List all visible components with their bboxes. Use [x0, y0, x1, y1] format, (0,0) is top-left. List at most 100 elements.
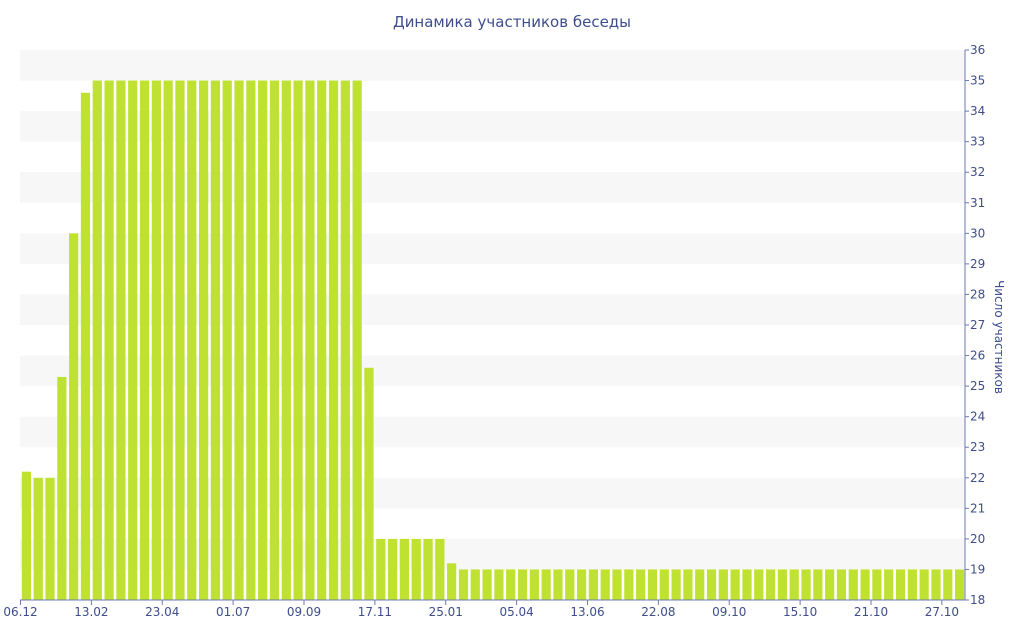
bar[interactable]	[364, 367, 374, 600]
bar[interactable]	[92, 80, 102, 601]
bar[interactable]	[423, 538, 433, 600]
bar[interactable]	[895, 569, 906, 600]
bar[interactable]	[21, 471, 32, 600]
bar[interactable]	[104, 80, 114, 601]
bar[interactable]	[907, 569, 917, 600]
bar[interactable]	[612, 569, 622, 600]
bar[interactable]	[730, 569, 740, 600]
bar[interactable]	[57, 376, 67, 600]
bar[interactable]	[293, 80, 303, 601]
bar[interactable]	[399, 538, 410, 600]
bar[interactable]	[328, 80, 339, 601]
bar[interactable]	[872, 569, 882, 600]
x-tick-label: 09.10	[712, 605, 746, 619]
bar[interactable]	[683, 569, 693, 600]
bar[interactable]	[624, 569, 634, 600]
bar[interactable]	[234, 80, 244, 601]
bar[interactable]	[825, 569, 835, 600]
grid-band	[20, 111, 965, 142]
bar[interactable]	[198, 80, 209, 601]
bar[interactable]	[706, 569, 717, 600]
bar[interactable]	[175, 80, 185, 601]
bar[interactable]	[777, 569, 788, 600]
grid-band	[20, 294, 965, 325]
x-tick-label: 22.08	[641, 605, 675, 619]
bar[interactable]	[695, 569, 705, 600]
bar[interactable]	[45, 477, 55, 600]
bar[interactable]	[754, 569, 764, 600]
bar[interactable]	[163, 80, 173, 601]
bar[interactable]	[636, 569, 646, 600]
bar[interactable]	[789, 569, 799, 600]
bar[interactable]	[565, 569, 575, 600]
bar[interactable]	[836, 569, 847, 600]
bar[interactable]	[801, 569, 811, 600]
bar[interactable]	[671, 569, 681, 600]
bar[interactable]	[317, 80, 327, 601]
y-tick-label: 28	[970, 287, 985, 301]
bar[interactable]	[376, 538, 386, 600]
bar[interactable]	[659, 569, 669, 600]
bar[interactable]	[69, 233, 79, 601]
bar[interactable]	[931, 569, 941, 600]
bar[interactable]	[305, 80, 315, 601]
bar[interactable]	[80, 92, 91, 601]
bar[interactable]	[470, 569, 480, 600]
bar[interactable]	[222, 80, 232, 601]
grid-band	[20, 172, 965, 203]
bar[interactable]	[742, 569, 752, 600]
bar[interactable]	[340, 80, 350, 601]
bar[interactable]	[718, 569, 728, 600]
bar[interactable]	[541, 569, 551, 600]
bar[interactable]	[943, 569, 953, 600]
bar[interactable]	[447, 563, 457, 600]
bar[interactable]	[387, 538, 398, 600]
bar[interactable]	[269, 80, 280, 601]
x-tick-label: 15.10	[783, 605, 817, 619]
bar[interactable]	[600, 569, 610, 600]
grid-band	[20, 416, 965, 448]
y-tick-label: 18	[970, 593, 985, 607]
bar[interactable]	[529, 569, 539, 600]
bar[interactable]	[139, 80, 150, 601]
bar[interactable]	[517, 569, 528, 600]
bar[interactable]	[860, 569, 870, 600]
bar[interactable]	[435, 538, 445, 600]
grid-band	[20, 538, 965, 570]
bar[interactable]	[954, 569, 965, 600]
bar[interactable]	[647, 569, 658, 600]
bar[interactable]	[588, 569, 599, 600]
y-tick-label: 34	[970, 104, 985, 118]
bar[interactable]	[576, 569, 587, 600]
bar[interactable]	[258, 80, 268, 601]
bar[interactable]	[187, 80, 197, 601]
bar[interactable]	[553, 569, 563, 600]
bar[interactable]	[482, 569, 492, 600]
bar[interactable]	[494, 569, 504, 600]
bar[interactable]	[151, 80, 161, 601]
bar[interactable]	[884, 569, 894, 600]
bar[interactable]	[128, 80, 138, 601]
y-tick-label: 31	[970, 196, 985, 210]
bar[interactable]	[506, 569, 516, 600]
grid-band	[20, 355, 965, 387]
bar[interactable]	[765, 569, 776, 600]
bar[interactable]	[458, 569, 469, 600]
chart-title: Динамика участников беседы	[392, 13, 632, 31]
y-tick-label: 24	[970, 410, 985, 424]
bar[interactable]	[33, 477, 43, 600]
bar[interactable]	[210, 80, 221, 601]
y-tick-label: 29	[970, 257, 985, 271]
y-axis-label: Число участников	[992, 280, 1006, 394]
bar[interactable]	[919, 569, 929, 600]
bar[interactable]	[352, 80, 362, 601]
bar[interactable]	[411, 538, 421, 600]
bar-series	[21, 80, 965, 601]
bar[interactable]	[246, 80, 256, 601]
y-tick-label: 25	[970, 379, 985, 393]
x-tick-label: 05.04	[499, 605, 533, 619]
bar[interactable]	[813, 569, 823, 600]
bar[interactable]	[848, 569, 858, 600]
bar[interactable]	[116, 80, 126, 601]
bar[interactable]	[281, 80, 291, 601]
